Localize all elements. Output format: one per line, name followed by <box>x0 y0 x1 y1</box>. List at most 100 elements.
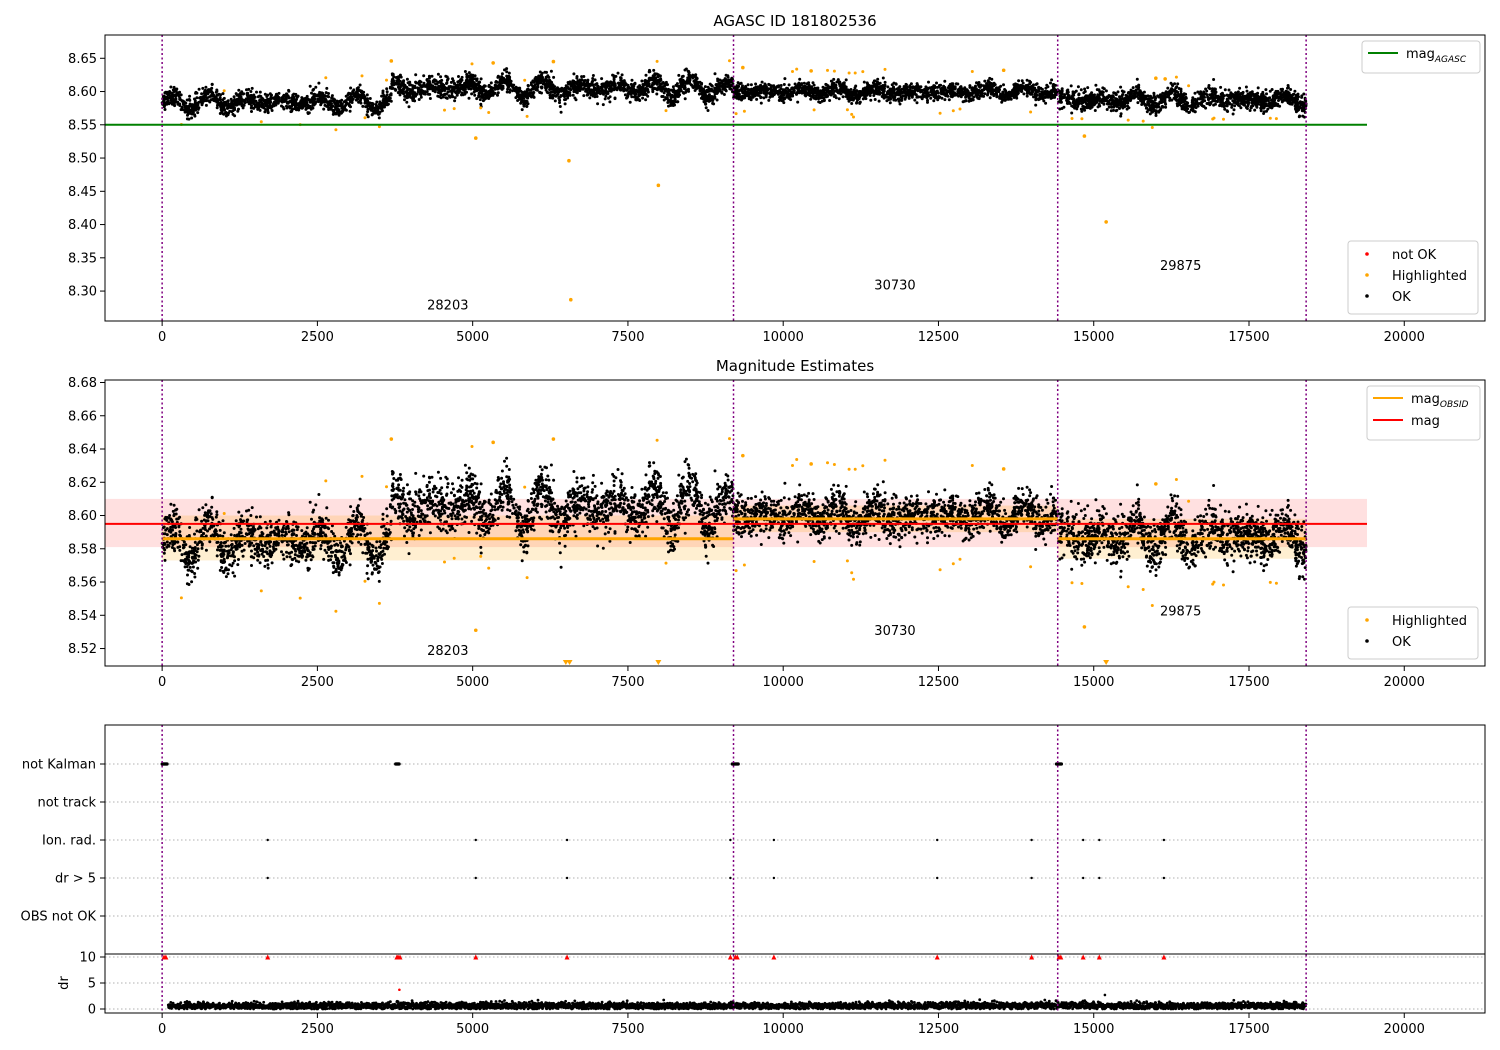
ok-point <box>695 77 699 80</box>
ok-point <box>339 111 343 115</box>
ok-point <box>291 95 295 99</box>
highlighted-point <box>853 71 857 75</box>
ok-point <box>944 94 948 98</box>
ok-point <box>620 73 624 77</box>
ok-point <box>601 103 605 107</box>
ok-point <box>613 97 617 101</box>
highlighted-point <box>1126 118 1130 122</box>
ok-point <box>230 99 234 103</box>
ok-point <box>306 97 310 101</box>
ok-point <box>197 87 201 91</box>
ok-point <box>250 86 254 90</box>
ok-point <box>944 88 948 92</box>
ok-point <box>926 100 929 104</box>
ok-point <box>1050 78 1054 82</box>
ok-point <box>627 86 631 90</box>
ok-point <box>1031 90 1035 94</box>
ok-point <box>838 81 842 85</box>
ok-point <box>205 90 209 94</box>
ok-point <box>185 107 189 111</box>
ok-point <box>215 106 219 110</box>
ok-point <box>710 87 714 91</box>
highlighted-point <box>1080 117 1084 121</box>
ok-point <box>349 97 353 101</box>
ok-point <box>543 70 547 74</box>
ok-point <box>300 106 304 110</box>
ok-point <box>361 95 365 99</box>
ok-point <box>163 108 167 111</box>
highlighted-point <box>795 67 799 71</box>
ok-point <box>451 95 455 99</box>
ok-point <box>509 79 513 83</box>
ok-point <box>419 95 423 99</box>
ok-point <box>654 79 658 83</box>
ok-point <box>807 81 811 85</box>
ok-point <box>842 83 846 87</box>
ok-point <box>660 82 664 86</box>
ok-point <box>431 80 435 84</box>
ok-point <box>703 85 707 89</box>
ok-point <box>961 100 965 104</box>
highlighted-point <box>847 71 851 75</box>
ok-point <box>397 86 401 90</box>
ok-point <box>872 89 875 93</box>
ok-point <box>631 84 634 88</box>
ok-point <box>546 74 550 78</box>
ok-point <box>983 92 987 96</box>
ok-point <box>595 95 599 98</box>
ok-point <box>191 108 195 112</box>
ok-point <box>221 98 225 102</box>
ok-point <box>573 96 577 100</box>
ok-point <box>178 90 182 94</box>
highlighted-point <box>487 111 491 114</box>
ok-point <box>857 93 861 97</box>
ok-point <box>855 96 859 100</box>
ok-point <box>520 90 524 94</box>
ok-point <box>742 87 746 90</box>
ok-point <box>595 82 599 86</box>
ok-point <box>498 82 502 86</box>
ok-point <box>940 87 944 91</box>
ok-point <box>863 86 867 90</box>
ok-point <box>713 92 717 96</box>
ok-point <box>915 95 919 99</box>
ok-point <box>992 92 996 96</box>
ok-point <box>563 89 567 93</box>
ok-point <box>678 78 682 82</box>
ok-point <box>817 100 821 104</box>
ok-point <box>1003 94 1007 98</box>
ok-point <box>760 80 764 84</box>
ok-point <box>422 74 426 78</box>
ok-point <box>285 106 289 110</box>
ok-point <box>892 95 896 99</box>
ok-point <box>357 100 361 104</box>
ok-point <box>792 86 795 90</box>
ok-point <box>329 103 333 107</box>
ok-point <box>1002 98 1006 102</box>
ok-point <box>1028 87 1032 91</box>
ok-point <box>355 90 359 93</box>
ok-point <box>634 92 637 96</box>
ok-point <box>470 92 474 96</box>
ok-point <box>807 90 811 94</box>
ok-point <box>169 91 173 95</box>
ok-point <box>365 93 369 97</box>
ok-point <box>411 97 415 101</box>
ok-point <box>270 93 273 97</box>
ok-point <box>420 85 424 89</box>
ok-point <box>713 86 717 90</box>
ok-point <box>866 86 870 90</box>
ok-point <box>932 89 936 93</box>
ok-point <box>366 107 370 111</box>
ok-point <box>306 112 310 115</box>
ok-point <box>894 82 898 86</box>
ok-point <box>287 88 291 92</box>
ok-point <box>764 85 768 89</box>
ok-point <box>656 86 660 90</box>
ok-point <box>640 91 644 95</box>
ok-point <box>938 95 942 99</box>
ok-point <box>550 86 554 90</box>
ok-point <box>316 99 320 103</box>
ok-point <box>535 88 539 92</box>
ok-point <box>685 88 689 92</box>
